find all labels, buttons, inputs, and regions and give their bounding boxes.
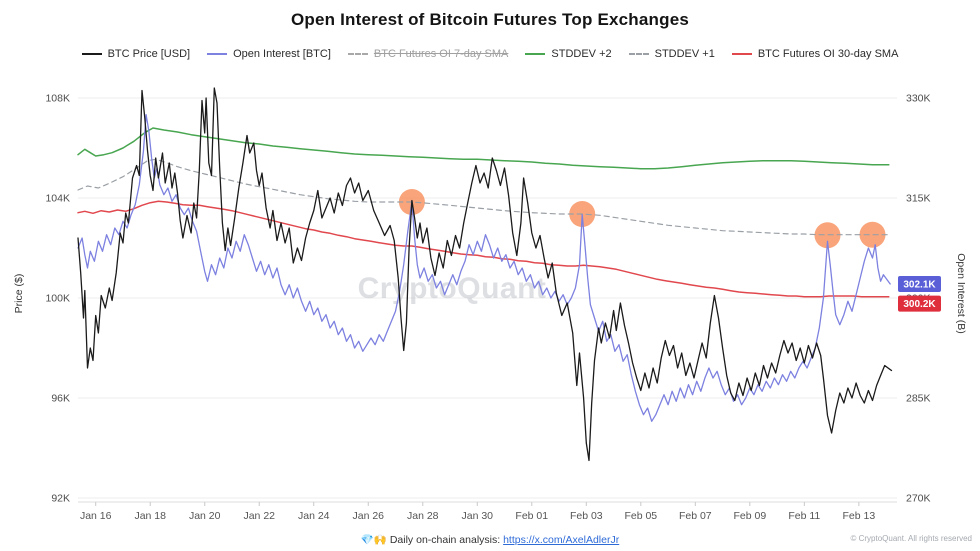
- legend-item-stddev-plus-1[interactable]: STDDEV +1: [628, 48, 715, 60]
- x-axis-tick-label: Jan 20: [189, 510, 221, 522]
- x-axis-tick-label: Feb 03: [570, 510, 603, 522]
- x-axis-tick-label: Feb 01: [515, 510, 548, 522]
- legend-item-oi-30d-sma[interactable]: BTC Futures OI 30-day SMA: [731, 48, 899, 60]
- x-axis-tick-label: Jan 16: [80, 510, 112, 522]
- legend-swatch-oi-7d-sma: [347, 53, 368, 55]
- legend-swatch-open-interest: [207, 53, 228, 55]
- footer-note: 💎🙌 Daily on-chain analysis: https://x.co…: [0, 533, 980, 546]
- legend-item-btc-price[interactable]: BTC Price [USD]: [81, 48, 191, 60]
- highlight-circle: [859, 221, 886, 248]
- x-axis-tick-label: Feb 05: [624, 510, 657, 522]
- right-axis-tick-label: 330K: [906, 93, 931, 105]
- value-badge: [898, 295, 941, 312]
- right-axis-tick-label: 270K: [906, 493, 931, 505]
- x-axis-tick-label: Jan 24: [298, 510, 330, 522]
- series-stddev-plus-2: [77, 127, 890, 170]
- x-axis-tick-label: Jan 26: [352, 510, 384, 522]
- value-badge: [898, 276, 941, 292]
- right-axis-title: Open Interest (B): [955, 253, 967, 334]
- legend-label: STDDEV +2: [551, 48, 612, 60]
- series-oi-30d-sma: [77, 200, 890, 298]
- x-axis-tick-label: Jan 18: [134, 510, 166, 522]
- series-stddev-plus-1: [77, 158, 890, 236]
- chart-title: Open Interest of Bitcoin Futures Top Exc…: [290, 10, 690, 29]
- x-axis-tick-label: Jan 22: [243, 510, 275, 522]
- legend-item-oi-7d-sma[interactable]: BTC Futures OI 7-day SMA: [347, 48, 509, 60]
- legend-swatch-oi-30d-sma: [731, 53, 752, 55]
- right-axis-tick-label: 285K: [906, 393, 931, 405]
- footer-note-text: 💎🙌 Daily on-chain analysis:: [360, 534, 504, 546]
- legend-label: STDDEV +1: [654, 48, 715, 60]
- right-axis-tick-label: 315K: [906, 193, 931, 205]
- left-axis-tick-label: 100K: [45, 293, 70, 305]
- legend-swatch-stddev-plus-2: [525, 53, 546, 55]
- legend-label: BTC Futures OI 7-day SMA: [373, 48, 509, 60]
- left-axis-tick-label: 108K: [45, 93, 70, 105]
- legend-item-open-interest[interactable]: Open Interest [BTC]: [207, 48, 331, 60]
- legend-label: BTC Price [USD]: [107, 48, 191, 60]
- legend-swatch-btc-price: [81, 53, 102, 55]
- series-btc-price: [77, 87, 893, 462]
- value-badge-label: 300.2K: [903, 299, 936, 310]
- x-axis-tick-label: Jan 30: [462, 510, 494, 522]
- footer-link[interactable]: https://x.com/AxelAdlerJr: [503, 534, 620, 546]
- legend-label: BTC Futures OI 30-day SMA: [757, 48, 899, 60]
- legend-swatch-stddev-plus-1: [628, 53, 649, 55]
- left-axis-tick-label: 92K: [51, 493, 70, 505]
- legend: BTC Price [USD] Open Interest [BTC] BTC Fu…: [0, 48, 980, 60]
- left-axis-tick-label: 96K: [51, 393, 70, 405]
- x-axis-tick-label: Jan 28: [407, 510, 439, 522]
- left-axis-title: Price ($): [13, 274, 25, 314]
- highlight-circle: [814, 222, 841, 249]
- x-axis-tick-label: Feb 07: [679, 510, 712, 522]
- x-axis-tick-label: Feb 11: [788, 510, 820, 522]
- x-axis-tick-label: Feb 13: [842, 510, 875, 522]
- x-axis-tick-label: Feb 09: [733, 510, 766, 522]
- series-open-interest: [77, 114, 891, 422]
- legend-item-stddev-plus-2[interactable]: STDDEV +2: [525, 48, 612, 60]
- value-badge-label: 302.1K: [903, 280, 936, 291]
- left-axis-tick-label: 104K: [45, 193, 70, 205]
- legend-label: Open Interest [BTC]: [233, 48, 331, 60]
- copyright-text: © CryptoQuant. All rights reserved: [850, 534, 973, 543]
